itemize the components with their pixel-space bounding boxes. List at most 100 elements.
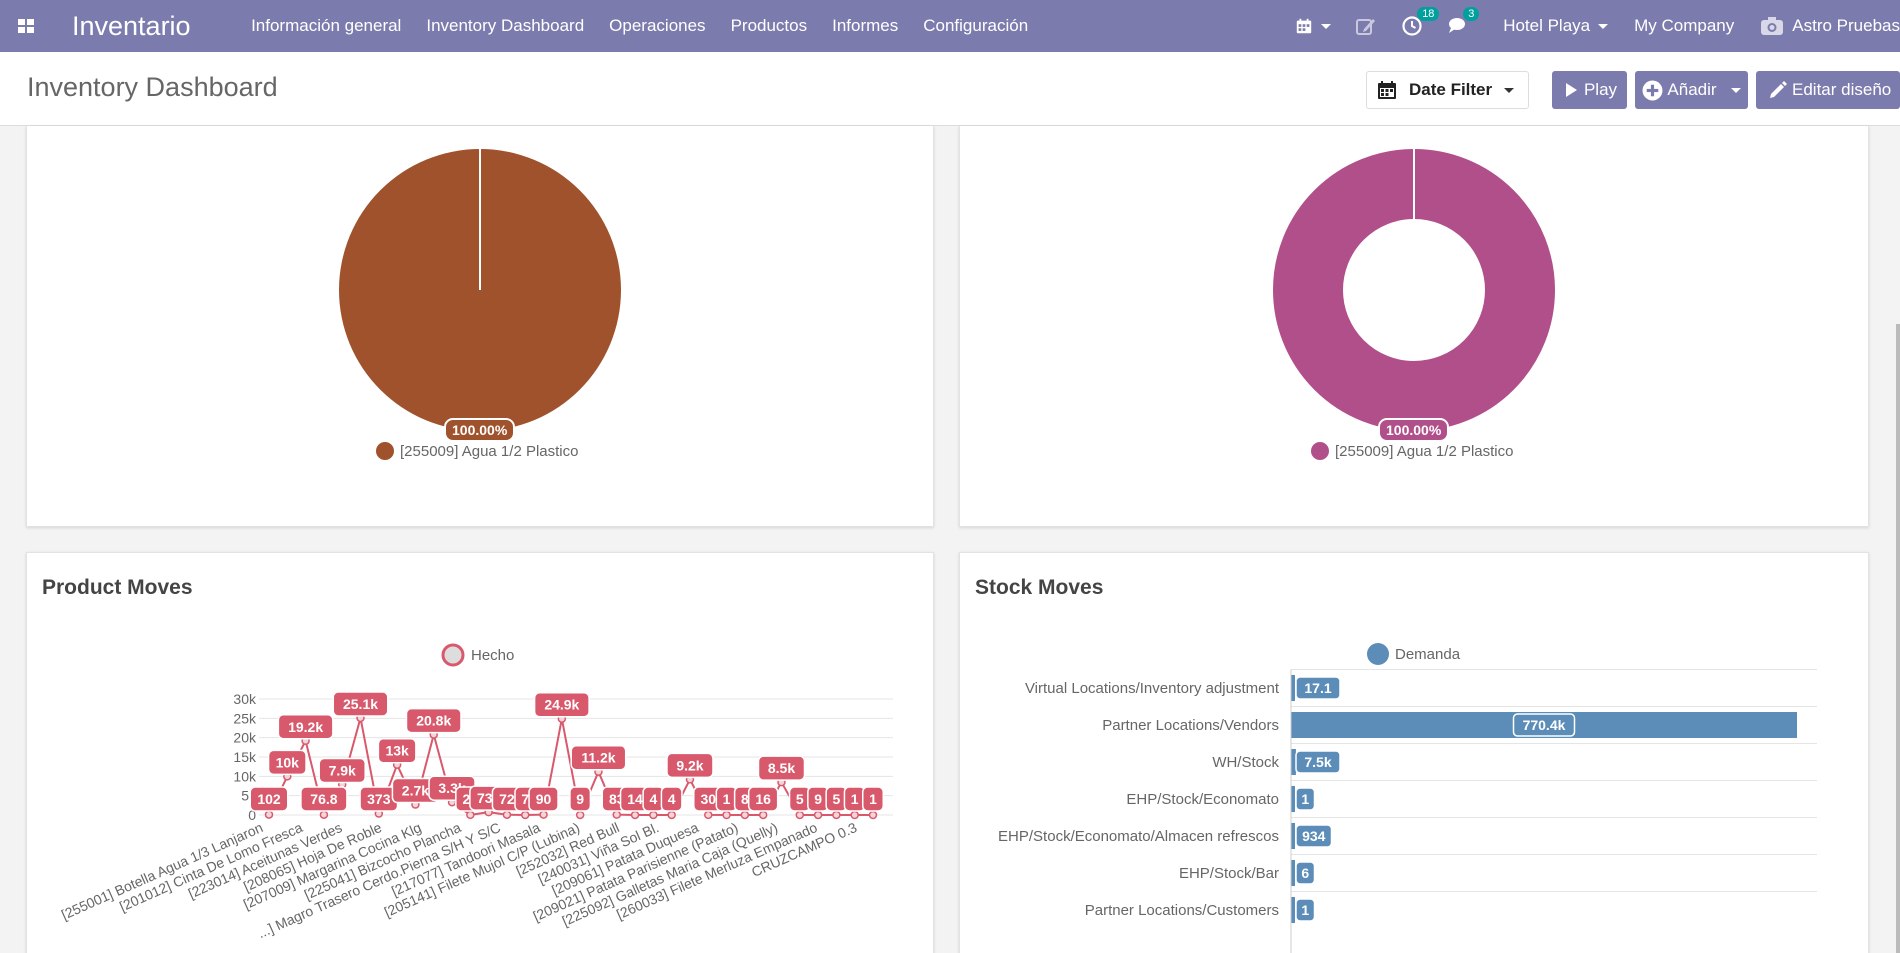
svg-text:90: 90 <box>536 791 552 807</box>
svg-text:1: 1 <box>1301 902 1309 918</box>
data-label: 1 <box>715 786 738 812</box>
y-tick-label: EHP/Stock/Economato <box>1126 791 1279 808</box>
data-point[interactable] <box>850 810 859 820</box>
company-switcher[interactable]: My Company <box>1634 16 1735 35</box>
menu-item-products[interactable]: Productos <box>730 16 808 35</box>
svg-text:1: 1 <box>1301 791 1309 807</box>
svg-text:770.4k: 770.4k <box>1523 717 1566 733</box>
bar[interactable] <box>1291 823 1295 849</box>
data-point[interactable] <box>520 810 530 820</box>
data-label: 4 <box>642 786 665 812</box>
svg-text:4: 4 <box>649 791 657 807</box>
svg-text:5: 5 <box>796 791 804 807</box>
menu-item-inventory-dashboard[interactable]: Inventory Dashboard <box>426 16 585 35</box>
data-label: 17.1 <box>1295 676 1341 700</box>
pie-chart <box>339 149 621 431</box>
app-brand[interactable]: Inventario <box>72 10 191 41</box>
svg-text:13k: 13k <box>385 743 409 759</box>
edit-layout-button[interactable]: Editar diseño <box>1756 71 1900 109</box>
bar-legend[interactable]: Demanda <box>1367 643 1460 665</box>
svg-text:9: 9 <box>814 791 822 807</box>
data-label: 934 <box>1295 824 1333 848</box>
data-label: 6 <box>1295 861 1316 885</box>
svg-text:7.5k: 7.5k <box>1304 754 1331 770</box>
svg-text:72: 72 <box>499 791 515 807</box>
data-point[interactable] <box>740 810 750 820</box>
menu-item-configuration[interactable]: Configuración <box>923 16 1029 35</box>
add-button[interactable]: Añadir <box>1635 71 1748 109</box>
line-legend[interactable]: Hecho <box>441 643 514 667</box>
menu-item-overview[interactable]: Información general <box>251 16 402 35</box>
data-point[interactable] <box>649 810 658 820</box>
data-point[interactable] <box>868 810 878 820</box>
data-label: 14 <box>619 786 651 812</box>
date-filter-dropdown[interactable]: Date Filter <box>1366 71 1529 109</box>
svg-text:4: 4 <box>668 791 676 807</box>
page-scrollbar[interactable] <box>1896 324 1900 953</box>
menu-item-reports[interactable]: Informes <box>832 16 899 35</box>
data-label: 1 <box>1295 787 1316 811</box>
data-label: 9 <box>807 786 830 812</box>
chevron-down-icon <box>1598 23 1609 29</box>
bar[interactable] <box>1291 675 1295 701</box>
data-point[interactable] <box>319 810 329 819</box>
legend-swatch <box>1367 643 1389 665</box>
data-point[interactable] <box>612 810 622 819</box>
pencil-icon <box>1770 81 1787 98</box>
pie-legend[interactable]: [255009] Agua 1/2 Plastico <box>376 442 578 460</box>
user-menu[interactable]: Astro Pruebas <box>1760 15 1900 37</box>
data-point[interactable] <box>466 810 475 820</box>
data-point[interactable] <box>539 810 548 819</box>
data-label: 90 <box>528 786 559 812</box>
bar[interactable] <box>1291 786 1295 812</box>
data-point[interactable] <box>795 810 805 820</box>
data-label: 24.9k <box>533 691 590 718</box>
play-icon <box>1565 83 1577 97</box>
y-tick-label: EHP/Stock/Economato/Almacen refrescos <box>998 828 1279 845</box>
y-tick-label: 20k <box>233 730 257 746</box>
data-point[interactable] <box>758 810 768 820</box>
data-label: 16 <box>747 786 779 812</box>
svg-text:8: 8 <box>741 791 749 807</box>
data-point[interactable] <box>502 810 512 819</box>
bar[interactable] <box>1291 860 1295 886</box>
data-point[interactable] <box>832 810 841 820</box>
data-point[interactable] <box>813 810 823 820</box>
data-point[interactable] <box>722 810 731 820</box>
edit-icon-button[interactable] <box>1355 15 1377 37</box>
y-tick-label: 30k <box>233 691 257 707</box>
user-name: Astro Pruebas <box>1792 16 1900 35</box>
play-button[interactable]: Play <box>1552 71 1627 109</box>
y-tick-label: 15k <box>233 749 257 765</box>
data-label: 9 <box>569 786 592 812</box>
y-tick-label: 25k <box>233 710 257 726</box>
bar[interactable] <box>1291 749 1296 775</box>
donut-legend[interactable]: [255009] Agua 1/2 Plastico <box>1311 442 1513 460</box>
svg-text:19.2k: 19.2k <box>288 719 323 735</box>
y-tick-label: Partner Locations/Vendors <box>1102 717 1279 734</box>
hotel-name: Hotel Playa <box>1503 16 1591 35</box>
data-label: 5 <box>788 786 811 812</box>
data-point[interactable] <box>630 810 640 820</box>
stock-moves-chart: Virtual Locations/Inventory adjustment 17… <box>998 669 1817 953</box>
messages-button[interactable]: 3 <box>1447 7 1480 37</box>
product-moves-card: Product Moves Hecho 0 5k 10k 15k 20k 25k 30k 10… <box>26 552 934 953</box>
legend-label: [255009] Agua 1/2 Plastico <box>1335 442 1514 460</box>
hotel-switcher[interactable]: Hotel Playa <box>1503 16 1609 36</box>
data-label: 13k <box>377 737 417 764</box>
data-point[interactable] <box>575 810 585 820</box>
svg-text:20.8k: 20.8k <box>416 713 451 729</box>
data-point[interactable] <box>264 810 274 819</box>
top-navbar: Inventario Información general Inventory… <box>0 0 1900 52</box>
data-label: 7.9k <box>318 757 366 784</box>
menu-item-operations[interactable]: Operaciones <box>609 16 706 35</box>
calendar-dropdown[interactable] <box>1295 17 1332 35</box>
data-point[interactable] <box>704 810 713 820</box>
activity-button[interactable]: 18 <box>1401 7 1440 37</box>
bar[interactable] <box>1291 897 1295 923</box>
data-point[interactable] <box>667 810 676 820</box>
clock-icon <box>1402 16 1422 36</box>
apps-menu-icon[interactable] <box>0 0 52 52</box>
legend-swatch <box>1311 442 1329 460</box>
data-label: 1 <box>1295 898 1316 922</box>
